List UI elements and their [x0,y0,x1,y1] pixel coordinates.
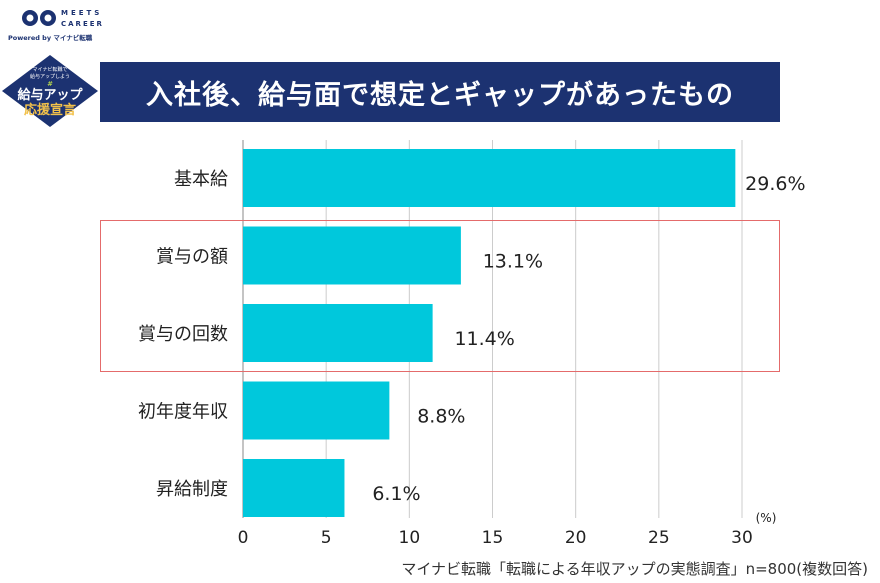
data-label: 13.1% [483,251,543,273]
campaign-badge: マイナビ転職で 給与アップしよう # 給与アップ 応援宣言 [2,55,98,127]
x-tick-label: 5 [321,528,332,548]
x-tick-label: 0 [238,528,249,548]
svg-text:マイナビ転職で: マイナビ転職で [33,66,68,73]
category-label: 初年度年収 [138,402,228,423]
svg-text:Powered by マイナビ転職: Powered by マイナビ転職 [8,33,93,42]
category-label: 昇給制度 [156,479,228,500]
data-label: 29.6% [745,173,805,195]
highlight-box [100,220,780,372]
svg-text:CAREER: CAREER [61,20,104,28]
category-label: 賞与の額 [156,247,228,268]
bar [243,226,461,285]
x-tick-label: 10 [399,528,421,548]
meets-career-logo: MEETS CAREER Powered by マイナビ転職 [8,4,118,44]
x-tick-label: 25 [648,528,670,548]
svg-text:給与アップ: 給与アップ [17,87,83,103]
bar [243,149,736,207]
svg-text:#: # [47,80,53,88]
category-label: 賞与の回数 [138,324,228,345]
x-tick-label: 20 [565,528,587,548]
svg-text:給与アップしよう: 給与アップしよう [30,73,70,80]
svg-text:MEETS: MEETS [61,9,102,17]
data-label: 11.4% [454,328,514,350]
bar [243,459,345,517]
chart-title: 入社後、給与面で想定とギャップがあったもの [100,62,780,122]
category-label: 基本給 [174,169,228,190]
x-tick-label: 15 [482,528,504,548]
bar [243,304,433,362]
source-note: マイナビ転職「転職による年収アップの実態調査」n=800(複数回答) [401,560,868,578]
bar [243,381,390,440]
x-tick-label: 30 [731,528,753,548]
x-unit-label: (%) [756,511,777,525]
svg-text:応援宣言: 応援宣言 [24,102,76,118]
data-label: 6.1% [372,483,420,505]
data-label: 8.8% [417,406,465,428]
